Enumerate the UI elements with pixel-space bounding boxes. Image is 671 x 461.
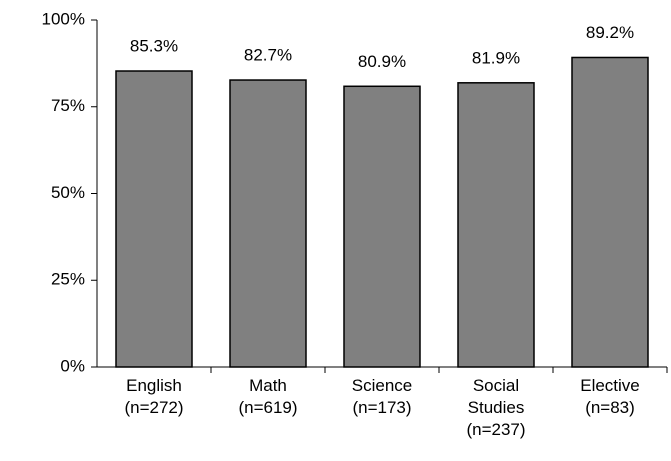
bar (343, 85, 421, 368)
y-tick-label: 0% (60, 356, 85, 375)
value-label: 80.9% (358, 52, 406, 71)
y-tick-label: 25% (51, 270, 85, 289)
x-tick-label: Math (n=619) (238, 376, 298, 417)
bar (571, 56, 649, 368)
y-tick-label: 50% (51, 183, 85, 202)
bar (457, 82, 535, 368)
x-tick-label: Science (n=173) (351, 376, 413, 417)
value-label: 81.9% (472, 48, 520, 67)
bar (229, 79, 307, 368)
value-label: 82.7% (244, 46, 292, 65)
value-label: 89.2% (586, 23, 634, 42)
y-tick-label: 100% (42, 9, 85, 28)
bar (115, 70, 193, 368)
value-label: 85.3% (130, 36, 178, 55)
x-tick-label: Social Studies (n=237) (466, 376, 526, 439)
x-tick-label: Elective (n=83) (580, 376, 640, 417)
y-tick-label: 75% (51, 96, 85, 115)
x-tick-label: English (n=272) (124, 376, 184, 417)
